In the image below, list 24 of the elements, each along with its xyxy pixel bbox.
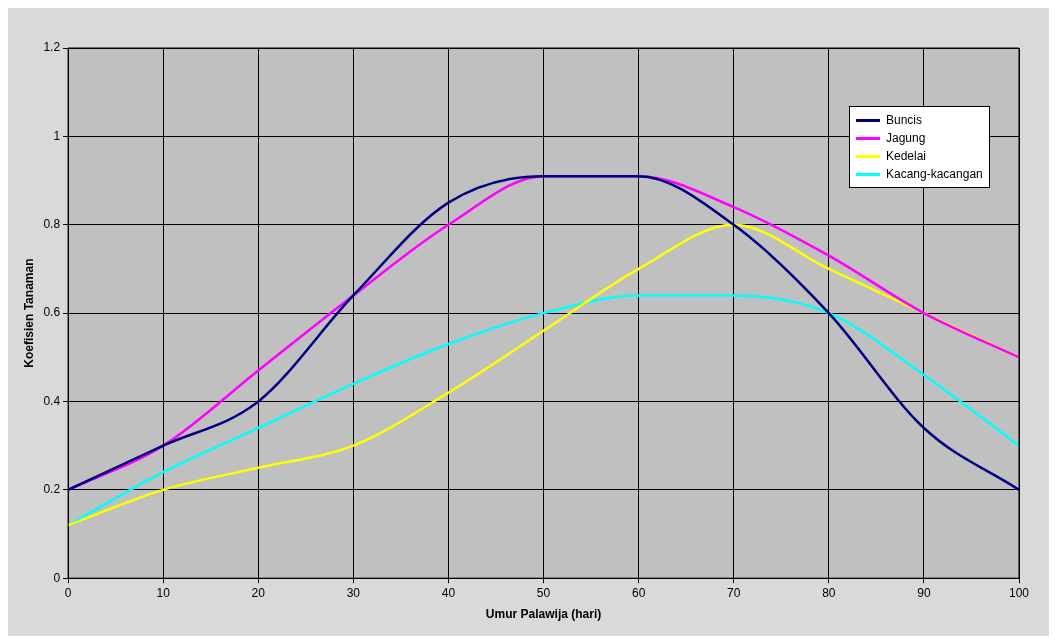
x-tick-label: 40	[441, 585, 456, 600]
x-tick-label: 20	[251, 585, 266, 600]
x-axis-title: Umur Palawija (hari)	[485, 607, 602, 622]
legend-label: Kedelai	[886, 149, 927, 163]
x-tick-label: 90	[917, 585, 931, 600]
legend-label: Buncis	[886, 113, 923, 127]
y-tick-label: 1	[53, 128, 61, 143]
legend-label: Jagung	[886, 131, 926, 145]
y-tick-label: 0	[53, 570, 61, 585]
y-tick-label: 0.4	[43, 393, 61, 408]
x-tick-label: 80	[822, 585, 836, 600]
y-tick-label: 1.2	[43, 40, 61, 55]
x-tick-label: 60	[631, 585, 646, 600]
y-tick-label: 0.2	[43, 482, 61, 497]
x-tick-label: 50	[536, 585, 551, 600]
x-tick-label: 10	[156, 585, 171, 600]
x-tick-label: 100	[1008, 585, 1030, 600]
x-tick-label: 30	[346, 585, 361, 600]
x-tick-label: 0	[64, 585, 72, 600]
y-axis-title: Koefisien Tanaman	[21, 258, 36, 368]
y-tick-label: 0.8	[43, 217, 61, 232]
y-tick-label: 0.6	[43, 305, 61, 320]
legend-label: Kacang-kacangan	[886, 167, 983, 181]
x-tick-label: 70	[727, 585, 741, 600]
